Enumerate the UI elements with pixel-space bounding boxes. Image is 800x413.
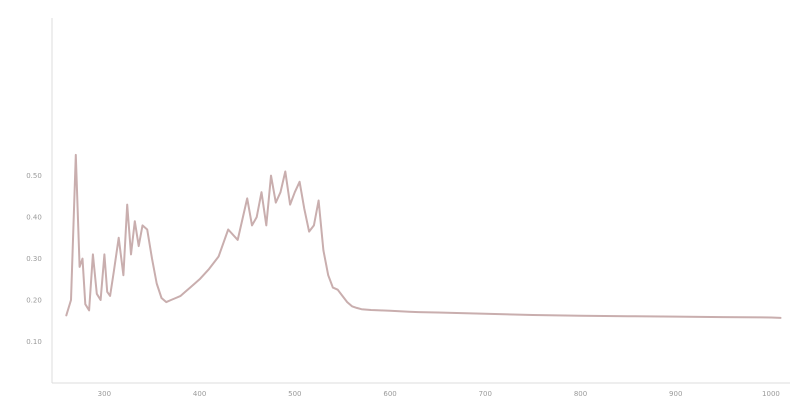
series-layer	[65, 153, 782, 319]
x-tick-label: 400	[193, 390, 206, 398]
y-tick-label: 0.40	[26, 214, 42, 222]
spectrum-series-line	[65, 153, 782, 319]
y-tick-label: 0.10	[26, 338, 42, 346]
x-axis-ticks: 300 400 500 600 700 800 900 1000	[98, 390, 780, 398]
y-tick-label: 0.50	[26, 172, 42, 180]
x-tick-label: 300	[98, 390, 111, 398]
x-tick-label: 1000	[762, 390, 780, 398]
x-tick-label: 700	[479, 390, 492, 398]
y-tick-label: 0.20	[26, 297, 42, 305]
x-tick-label: 500	[288, 390, 301, 398]
axes	[51, 18, 790, 384]
y-tick-label: 0.30	[26, 255, 42, 263]
x-tick-label: 800	[574, 390, 587, 398]
y-axis-ticks: 0.10 0.20 0.30 0.40 0.50	[26, 172, 42, 346]
x-tick-label: 600	[383, 390, 396, 398]
x-tick-label: 900	[669, 390, 682, 398]
